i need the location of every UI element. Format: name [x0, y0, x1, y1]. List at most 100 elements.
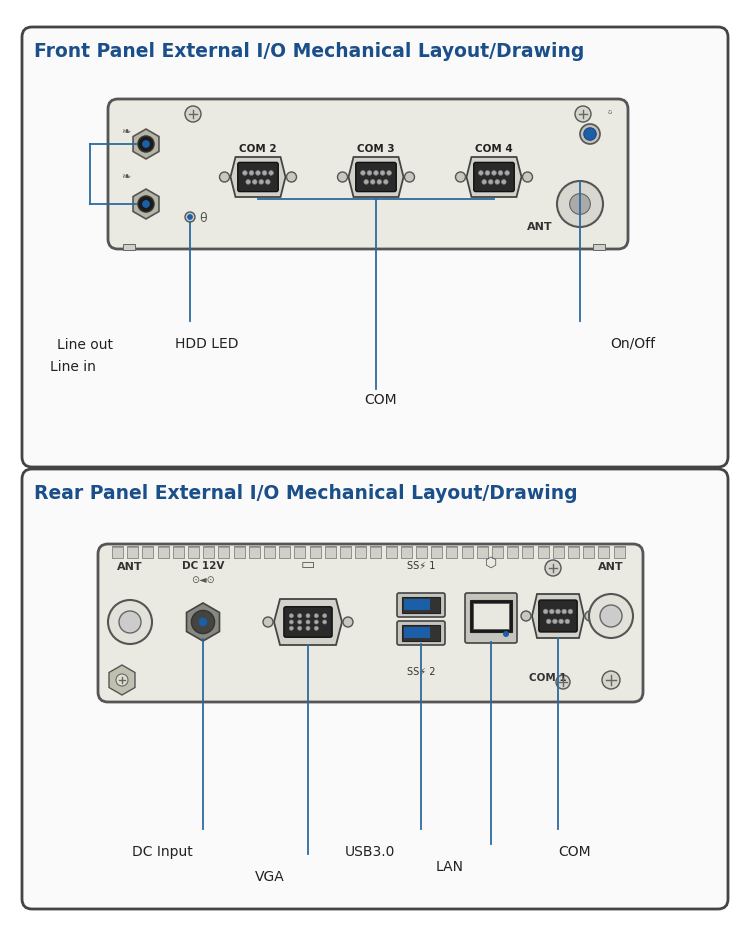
- Circle shape: [502, 181, 506, 185]
- Bar: [593, 245, 605, 250]
- Bar: [492, 546, 503, 558]
- Circle shape: [142, 201, 149, 209]
- Bar: [370, 548, 382, 558]
- FancyBboxPatch shape: [108, 100, 628, 249]
- Bar: [416, 546, 427, 558]
- Circle shape: [505, 171, 509, 176]
- Circle shape: [557, 182, 603, 228]
- Circle shape: [485, 171, 490, 176]
- Bar: [584, 548, 594, 558]
- Bar: [249, 546, 259, 558]
- Polygon shape: [133, 190, 159, 220]
- Circle shape: [492, 171, 496, 176]
- Text: ▭: ▭: [301, 556, 315, 571]
- Circle shape: [314, 614, 318, 618]
- Circle shape: [374, 171, 378, 176]
- Circle shape: [185, 107, 201, 123]
- Text: SS⚡ 2: SS⚡ 2: [406, 667, 435, 677]
- Bar: [477, 548, 488, 558]
- Circle shape: [266, 181, 270, 185]
- FancyBboxPatch shape: [465, 593, 517, 643]
- Circle shape: [602, 671, 620, 690]
- Bar: [461, 546, 472, 558]
- Bar: [233, 548, 244, 558]
- Bar: [473, 603, 509, 629]
- Circle shape: [220, 172, 230, 183]
- Polygon shape: [349, 158, 404, 197]
- Circle shape: [498, 171, 502, 176]
- Circle shape: [370, 181, 375, 185]
- FancyBboxPatch shape: [474, 163, 514, 193]
- Bar: [128, 546, 138, 558]
- Circle shape: [138, 197, 154, 213]
- Bar: [203, 546, 214, 558]
- Bar: [568, 546, 579, 558]
- Circle shape: [188, 215, 193, 221]
- Circle shape: [600, 605, 622, 628]
- Circle shape: [142, 141, 149, 148]
- Bar: [598, 546, 610, 558]
- Circle shape: [191, 611, 214, 634]
- Bar: [188, 546, 199, 558]
- Circle shape: [383, 181, 388, 185]
- FancyBboxPatch shape: [538, 601, 578, 632]
- Bar: [279, 546, 290, 558]
- Circle shape: [523, 172, 532, 183]
- Bar: [400, 546, 412, 558]
- Bar: [356, 548, 366, 558]
- Bar: [295, 546, 305, 558]
- Polygon shape: [133, 130, 159, 159]
- Circle shape: [242, 171, 248, 176]
- Text: ANT: ANT: [117, 562, 142, 571]
- Circle shape: [543, 610, 548, 615]
- FancyBboxPatch shape: [22, 28, 728, 467]
- Circle shape: [589, 594, 633, 639]
- Circle shape: [314, 620, 318, 624]
- Circle shape: [584, 129, 596, 141]
- Circle shape: [298, 620, 302, 624]
- Text: COM 2: COM 2: [239, 144, 277, 154]
- Bar: [356, 546, 366, 558]
- Circle shape: [361, 171, 365, 176]
- Circle shape: [565, 619, 569, 624]
- Bar: [128, 548, 138, 558]
- Circle shape: [290, 627, 293, 630]
- Bar: [310, 546, 320, 558]
- Polygon shape: [109, 666, 135, 695]
- Bar: [431, 548, 442, 558]
- Circle shape: [556, 675, 570, 690]
- Circle shape: [364, 181, 368, 185]
- Circle shape: [377, 181, 382, 185]
- Text: VGA: VGA: [255, 870, 285, 883]
- Bar: [370, 546, 382, 558]
- Bar: [340, 548, 351, 558]
- Text: ⬡: ⬡: [485, 555, 497, 569]
- Circle shape: [455, 172, 466, 183]
- Circle shape: [262, 171, 267, 176]
- Text: ❧: ❧: [122, 127, 130, 137]
- Circle shape: [488, 181, 493, 185]
- Bar: [402, 597, 440, 614]
- Bar: [386, 546, 397, 558]
- Text: ANT: ANT: [598, 562, 624, 571]
- Circle shape: [338, 172, 347, 183]
- Bar: [142, 546, 154, 558]
- Circle shape: [314, 627, 318, 630]
- Circle shape: [368, 171, 372, 176]
- Bar: [264, 546, 275, 558]
- Text: Rear Panel External I/O Mechanical Layout/Drawing: Rear Panel External I/O Mechanical Layou…: [34, 484, 578, 502]
- Bar: [553, 548, 564, 558]
- Bar: [188, 548, 199, 558]
- Circle shape: [387, 171, 392, 176]
- Bar: [402, 626, 440, 641]
- Text: COM 1: COM 1: [530, 672, 567, 682]
- Circle shape: [246, 181, 250, 185]
- Bar: [523, 546, 533, 558]
- Circle shape: [322, 614, 327, 618]
- Circle shape: [249, 171, 254, 176]
- Bar: [172, 546, 184, 558]
- FancyBboxPatch shape: [238, 163, 278, 193]
- Circle shape: [116, 674, 128, 686]
- Circle shape: [553, 619, 557, 624]
- Circle shape: [263, 617, 273, 628]
